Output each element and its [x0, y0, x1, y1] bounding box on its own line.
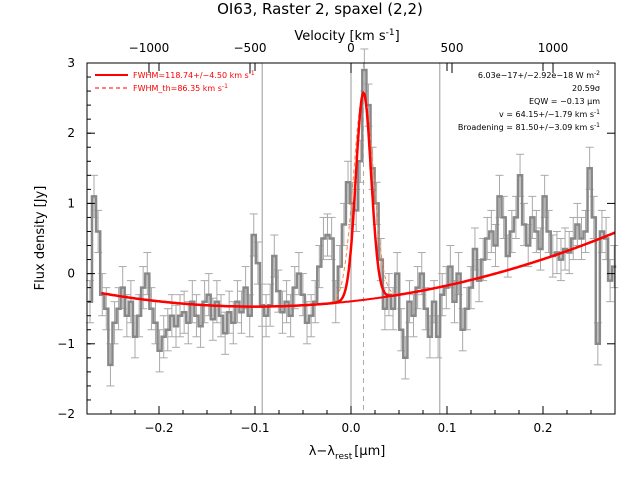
legend-fwhm-label: FWHM=118.74+/−4.50 km s-1 [133, 70, 255, 80]
x-tick-label: −0.2 [144, 421, 173, 435]
annotation-velocity: v = 64.15+/−1.79 km s-1 [499, 109, 600, 119]
x-axis: −0.2 −0.1 0.0 0.1 0.2 [86, 63, 616, 435]
top-tick-label: 500 [441, 41, 464, 55]
x-tick-label: 0.2 [533, 421, 552, 435]
x-tick-label: 0.1 [437, 421, 456, 435]
legend: FWHM=118.74+/−4.50 km s-1 FWHM_th=86.35 … [95, 70, 255, 93]
top-axis-label: Velocity [km s-1] [294, 28, 399, 44]
legend-fwhm-th-label: FWHM_th=86.35 km s-1 [133, 83, 228, 93]
y-axis-label: Flux density [Jy] [33, 186, 48, 291]
annotation-eqw: EQW = −0.13 μm [529, 97, 600, 106]
chart-title: OI63, Raster 2, spaxel (2,2) [217, 0, 423, 18]
y-tick-label: 3 [67, 56, 75, 70]
top-tick-label: 1000 [538, 41, 569, 55]
gaussian-fit-curve [101, 90, 616, 308]
fit-annotations: 6.03e−17+/−2.92e−18 W m-2 20.59σ EQW = −… [458, 70, 600, 132]
data-series [88, 68, 617, 367]
y-tick-label: −2 [57, 407, 75, 421]
top-tick-label: −500 [234, 41, 267, 55]
annotation-flux: 6.03e−17+/−2.92e−18 W m-2 [478, 70, 600, 80]
y-tick-label: 2 [67, 126, 75, 140]
top-tick-label: 0 [347, 41, 355, 55]
x-axis-label: λ−λrest [μm] [309, 444, 386, 462]
annotation-snr: 20.59σ [572, 84, 600, 93]
x-tick-label: 0.0 [341, 421, 360, 435]
y-axis: −2 −1 0 1 2 3 [57, 56, 615, 421]
y-tick-label: 1 [67, 196, 75, 210]
annotation-broadening: Broadening = 81.50+/−3.09 km s-1 [458, 122, 600, 132]
y-tick-label: 0 [67, 267, 75, 281]
top-velocity-axis: −1000 −500 0 500 1000 [129, 41, 569, 73]
top-tick-label: −1000 [129, 41, 170, 55]
y-tick-label: −1 [57, 337, 75, 351]
x-tick-label: −0.1 [240, 421, 269, 435]
